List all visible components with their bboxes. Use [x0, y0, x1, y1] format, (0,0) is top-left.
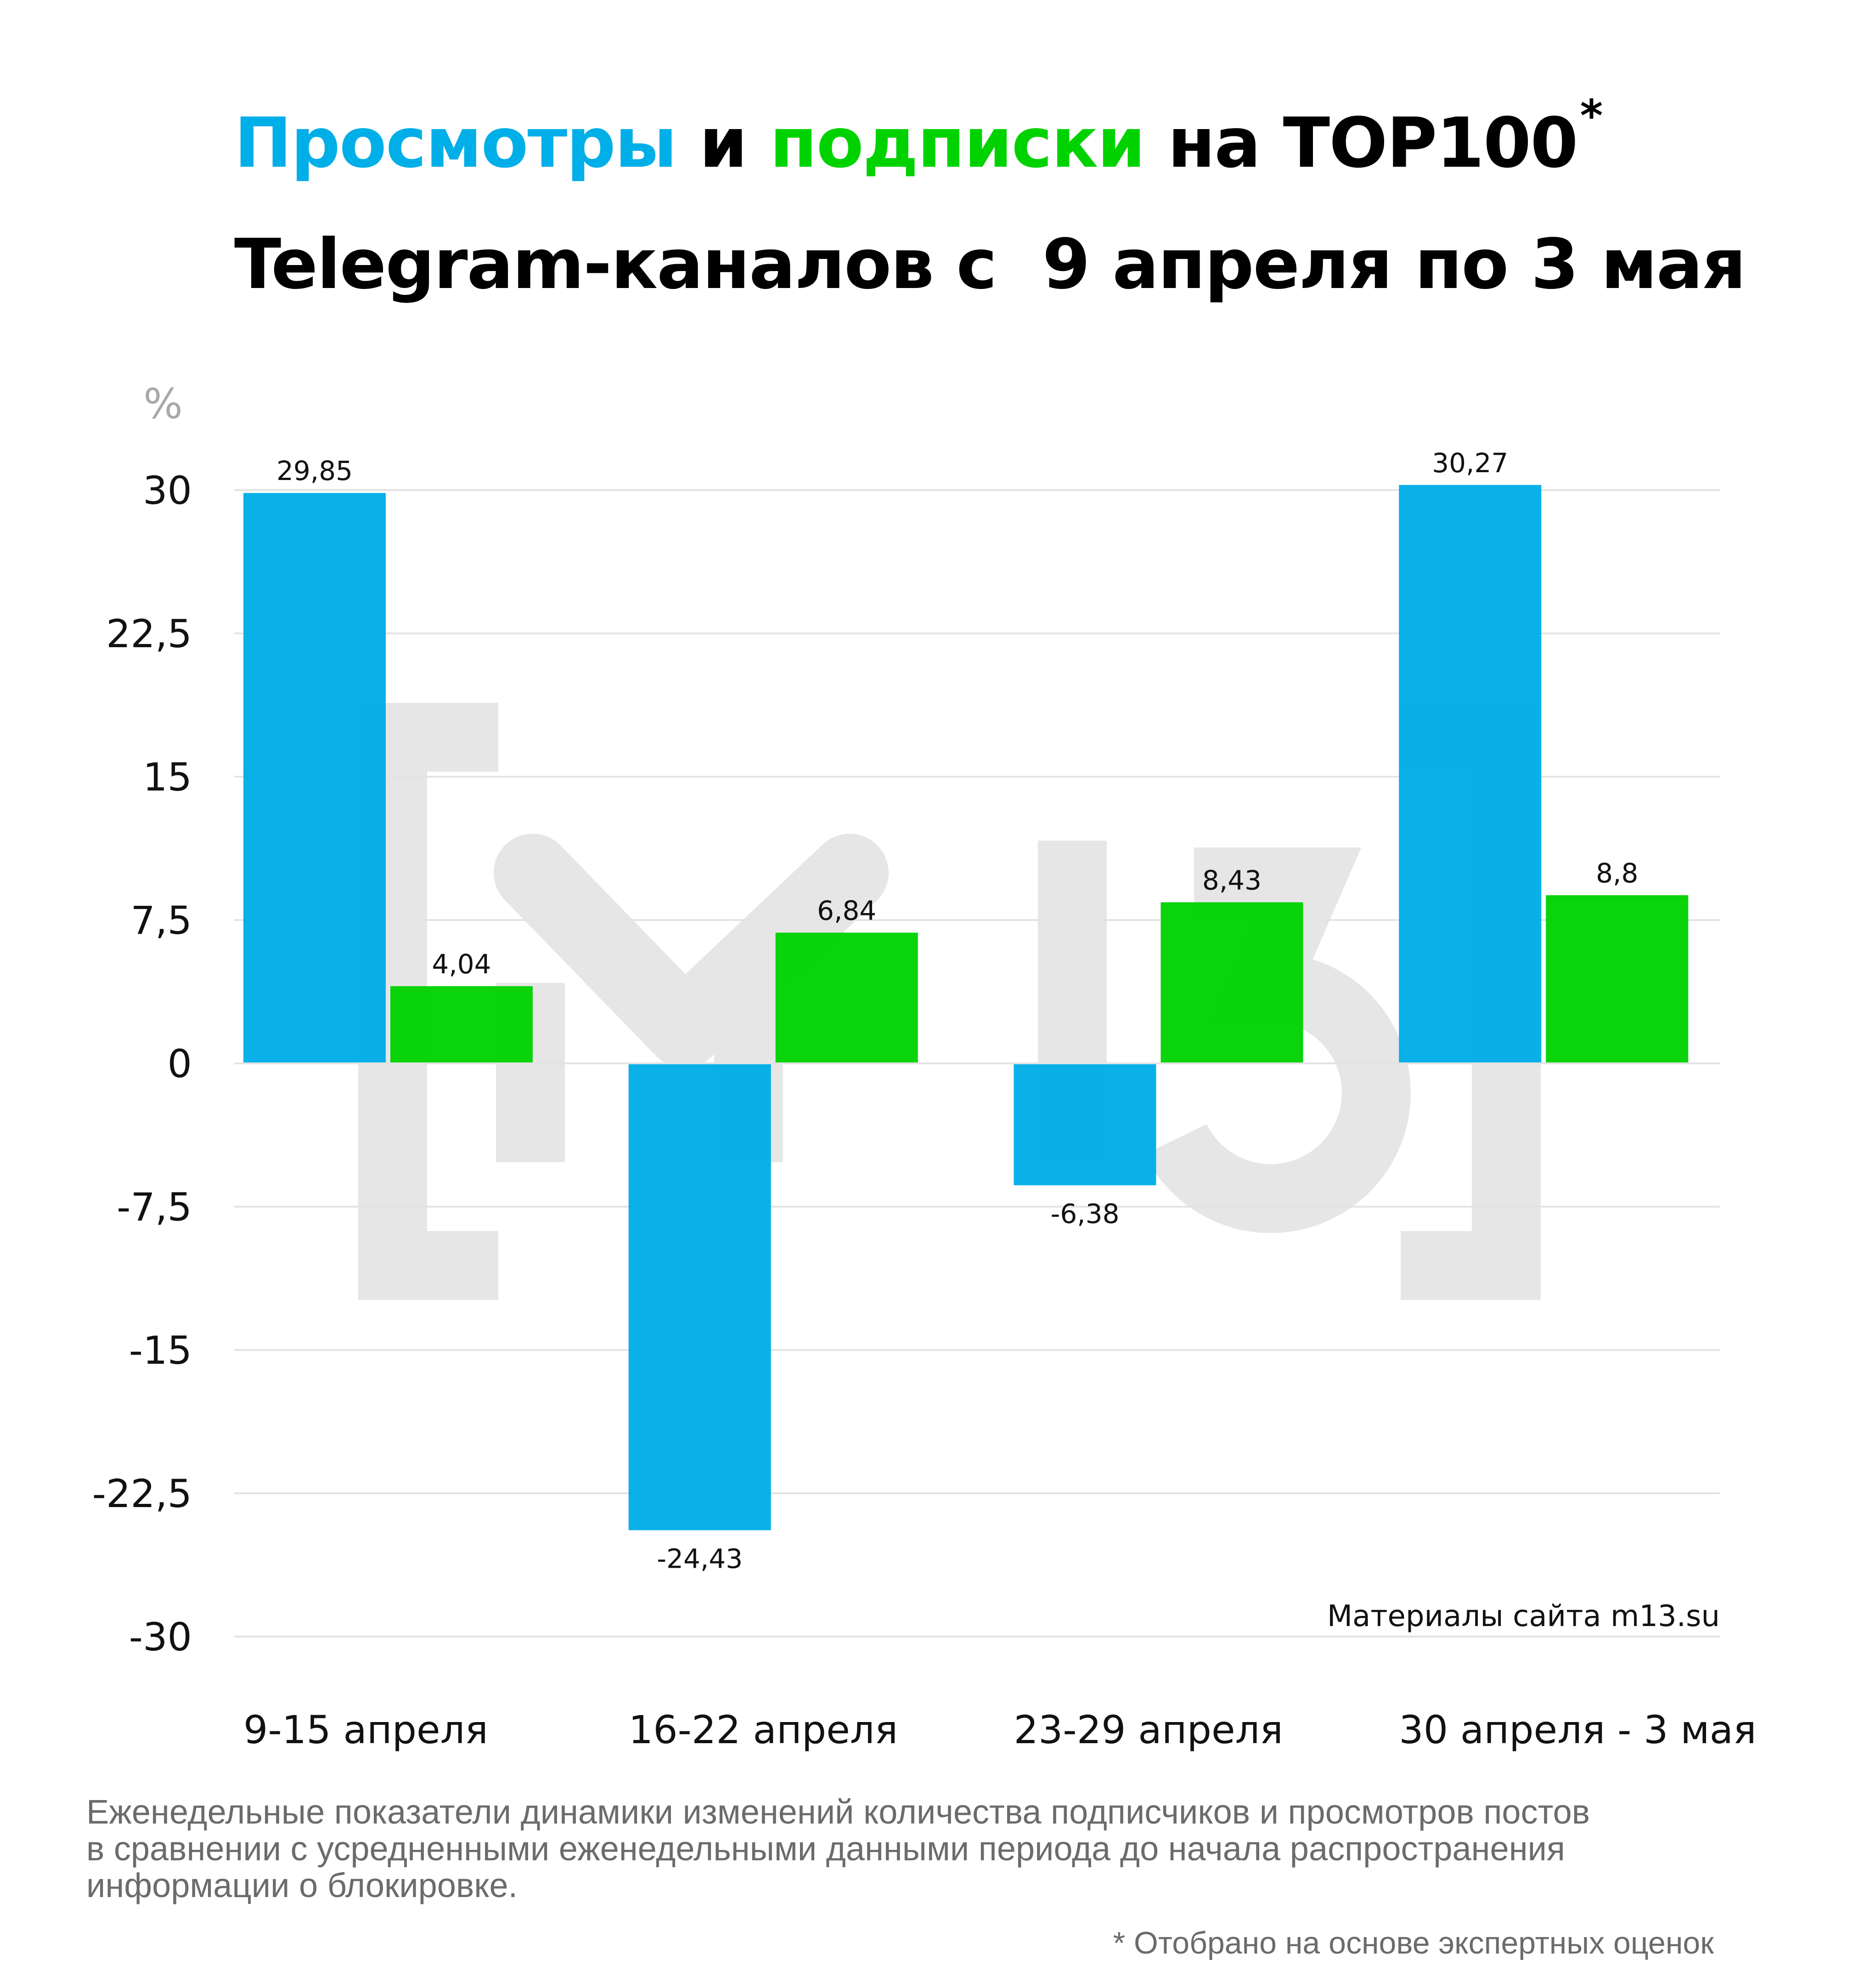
chart-title: Просмотры и подписки на TOP100* Telegram…	[234, 87, 1842, 321]
x-tick-label: 30 апреля - 3 мая	[1399, 1707, 1756, 1752]
footnote: * Отобрано на основе экспертных оценок	[1113, 1926, 1714, 1960]
views-bar	[1014, 1063, 1156, 1186]
title-subs-word: подписки	[770, 103, 1145, 183]
y-tick-label: -7,5	[117, 1185, 192, 1230]
views-data-label: 29,85	[276, 455, 353, 486]
subscriptions-data-label: 8,43	[1202, 864, 1262, 896]
title-and-word: и	[676, 103, 770, 183]
description-line: Еженедельные показатели динамики изменен…	[86, 1793, 1590, 1831]
y-axis-unit-label: %	[143, 380, 183, 428]
y-tick-label: 30	[143, 468, 192, 513]
views-data-label: -6,38	[1050, 1198, 1119, 1229]
y-tick-label: -22,5	[92, 1471, 192, 1516]
watermark-logo	[358, 703, 1541, 1300]
subscriptions-data-label: 4,04	[432, 949, 491, 980]
x-tick-label: 16-22 апреля	[629, 1707, 898, 1752]
y-tick-label: 22,5	[106, 611, 192, 656]
y-tick-label: -15	[129, 1328, 192, 1373]
subscriptions-bar	[1160, 902, 1303, 1063]
description-line: информации о блокировке.	[86, 1866, 518, 1904]
x-tick-label: 23-29 апреля	[1014, 1707, 1283, 1752]
views-data-label: 30,27	[1432, 447, 1508, 479]
title-line1-rest: на TOP100	[1144, 103, 1578, 183]
views-data-label: -24,43	[657, 1543, 743, 1574]
subscriptions-bar	[775, 932, 918, 1063]
y-tick-label: 7,5	[130, 898, 192, 943]
subscriptions-bar	[390, 986, 533, 1063]
subscriptions-data-label: 6,84	[817, 895, 876, 926]
subscriptions-data-label: 8,8	[1596, 858, 1638, 889]
title-line-1: Просмотры и подписки на TOP100*	[234, 87, 1842, 209]
title-line-2: Telegram-каналов с 9 апреля по 3 мая	[234, 225, 1746, 305]
source-note: Материалы сайта m13.su	[1327, 1599, 1720, 1633]
bar-chart: % 30 22,5 15 7,5 0 -7,5 -15 -22,5 -30 29,85 4,04 9-1…	[92, 380, 1757, 1752]
x-tick-label: 9-15 апреля	[243, 1707, 488, 1752]
y-tick-label: -30	[129, 1615, 192, 1660]
chart-description: Еженедельные показатели динамики изменен…	[86, 1794, 1786, 1904]
y-tick-label: 0	[168, 1041, 192, 1086]
title-asterisk: *	[1580, 91, 1603, 141]
title-views-word: Просмотры	[234, 103, 677, 183]
description-line: в сравнении с усредненными еженедельными…	[86, 1830, 1565, 1868]
views-bar	[243, 493, 386, 1063]
subscriptions-bar	[1546, 895, 1689, 1063]
views-bar	[628, 1063, 771, 1531]
y-tick-label: 15	[143, 755, 192, 800]
views-bar	[1399, 485, 1542, 1063]
